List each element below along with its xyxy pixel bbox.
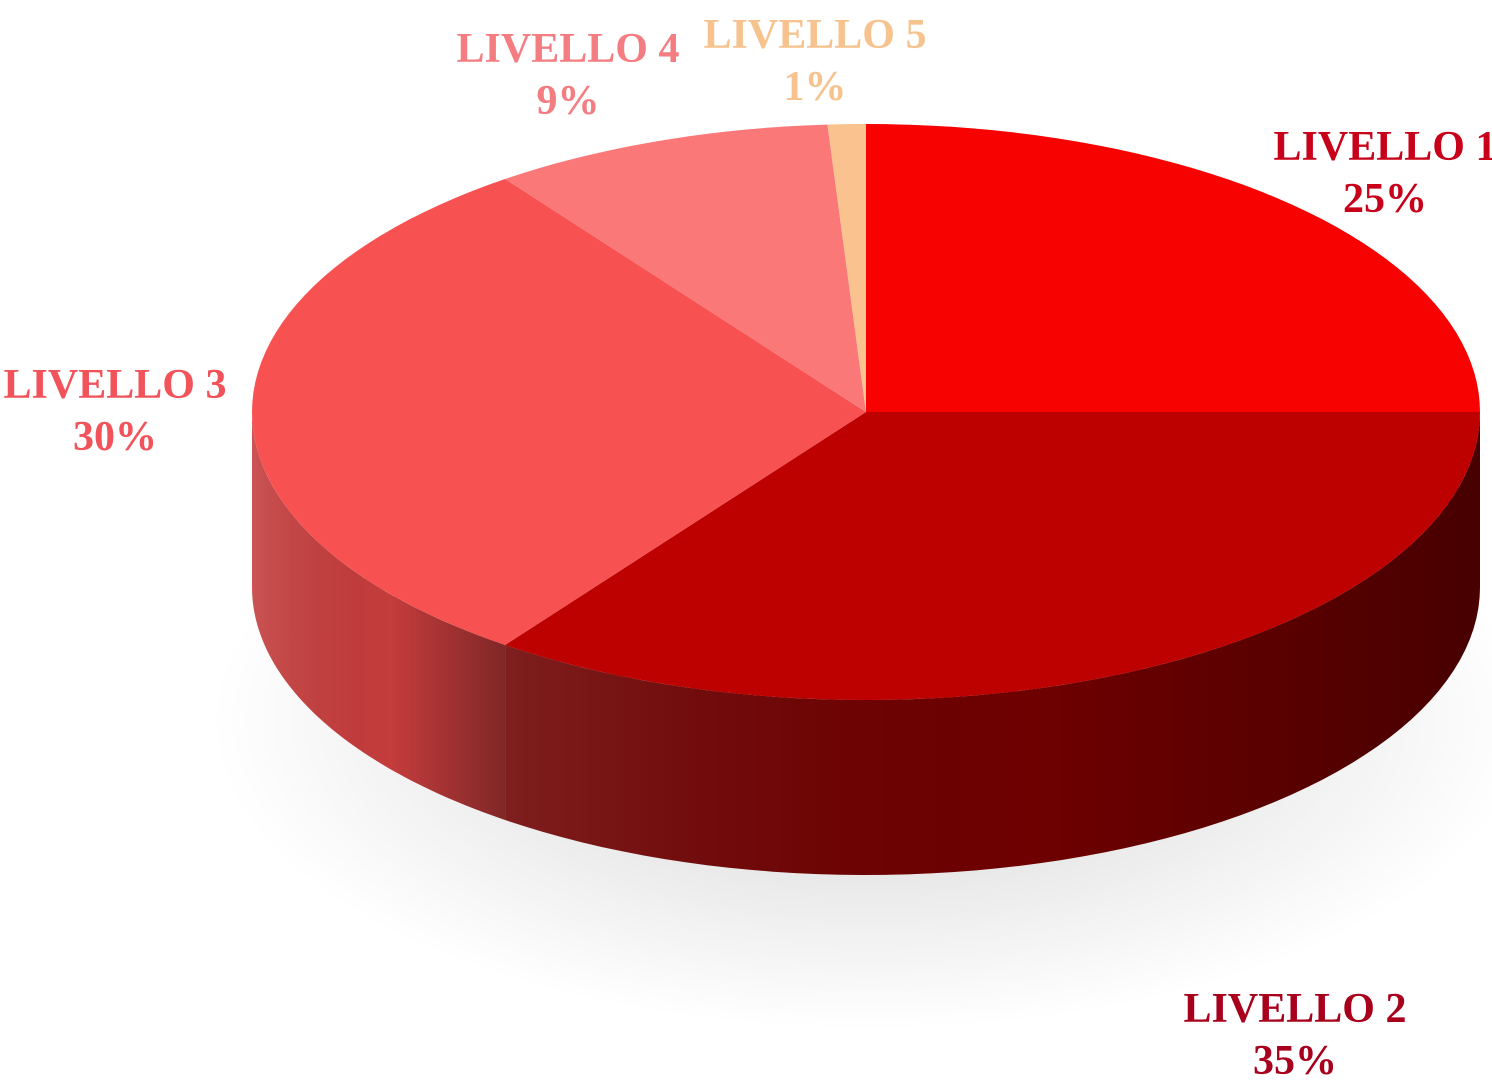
data-label-livello-3: LIVELLO 3 30% <box>4 362 227 460</box>
slice-name-label: LIVELLO 4 <box>457 26 680 72</box>
slice-value-label: 35% <box>1253 1038 1337 1081</box>
slice-value-label: 1% <box>784 64 847 110</box>
data-label-livello-2: LIVELLO 2 35% <box>1184 986 1407 1081</box>
slice-name-label: LIVELLO 1 <box>1274 124 1492 170</box>
slice-name-label: LIVELLO 5 <box>704 12 927 58</box>
slice-value-label: 25% <box>1343 176 1427 222</box>
slice-name-label: LIVELLO 3 <box>4 362 227 408</box>
slice-value-label: 9% <box>537 78 600 124</box>
slice-name-label: LIVELLO 2 <box>1184 986 1407 1032</box>
data-label-livello-5: LIVELLO 5 1% <box>704 12 927 110</box>
pie-tops <box>252 124 1480 700</box>
slice-value-label: 30% <box>73 414 157 460</box>
data-label-livello-4: LIVELLO 4 9% <box>457 26 680 124</box>
data-label-livello-1: LIVELLO 1 25% <box>1274 124 1492 222</box>
